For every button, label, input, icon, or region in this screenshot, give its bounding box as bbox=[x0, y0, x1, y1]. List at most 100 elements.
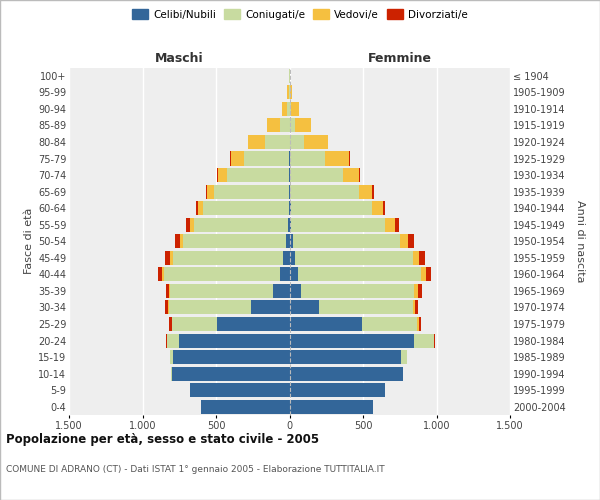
Bar bbox=[290, 366, 403, 380]
Bar bbox=[371, 201, 383, 215]
Bar bbox=[415, 284, 418, 298]
Bar bbox=[162, 268, 164, 281]
Bar bbox=[217, 168, 218, 182]
Bar bbox=[413, 300, 415, 314]
Bar bbox=[280, 268, 290, 281]
Bar bbox=[198, 201, 203, 215]
Bar bbox=[385, 218, 395, 232]
Bar bbox=[190, 383, 290, 397]
Bar bbox=[190, 218, 194, 232]
Bar bbox=[265, 135, 290, 149]
Bar bbox=[359, 184, 373, 198]
Bar bbox=[434, 334, 435, 347]
Bar bbox=[179, 334, 290, 347]
Bar bbox=[290, 300, 319, 314]
Bar bbox=[373, 184, 374, 198]
Bar bbox=[230, 152, 244, 166]
Bar bbox=[418, 284, 422, 298]
Bar bbox=[290, 350, 401, 364]
Bar bbox=[227, 168, 289, 182]
Bar bbox=[362, 317, 418, 331]
Bar bbox=[298, 268, 421, 281]
Bar bbox=[166, 284, 169, 298]
Bar bbox=[325, 152, 349, 166]
Bar bbox=[172, 317, 217, 331]
Bar bbox=[290, 118, 295, 132]
Bar bbox=[169, 284, 170, 298]
Bar bbox=[158, 268, 162, 281]
Bar bbox=[218, 168, 227, 182]
Bar bbox=[415, 334, 434, 347]
Bar bbox=[418, 317, 419, 331]
Bar bbox=[286, 234, 290, 248]
Bar bbox=[291, 218, 385, 232]
Text: Maschi: Maschi bbox=[155, 52, 203, 65]
Y-axis label: Fasce di età: Fasce di età bbox=[23, 208, 34, 274]
Bar bbox=[288, 218, 290, 232]
Bar bbox=[290, 317, 362, 331]
Y-axis label: Anni di nascita: Anni di nascita bbox=[575, 200, 585, 282]
Bar bbox=[172, 366, 290, 380]
Bar bbox=[291, 102, 299, 116]
Bar bbox=[187, 218, 190, 232]
Bar bbox=[289, 201, 290, 215]
Bar bbox=[203, 201, 289, 215]
Bar bbox=[274, 284, 290, 298]
Bar bbox=[214, 184, 289, 198]
Bar bbox=[166, 300, 169, 314]
Bar bbox=[383, 201, 385, 215]
Text: Femmine: Femmine bbox=[368, 52, 432, 65]
Text: COMUNE DI ADRANO (CT) - Dati ISTAT 1° gennaio 2005 - Elaborazione TUTTITALIA.IT: COMUNE DI ADRANO (CT) - Dati ISTAT 1° ge… bbox=[6, 465, 385, 474]
Bar bbox=[413, 251, 419, 265]
Bar bbox=[290, 152, 325, 166]
Bar bbox=[170, 350, 173, 364]
Bar bbox=[169, 300, 251, 314]
Bar bbox=[290, 86, 292, 100]
Bar bbox=[173, 251, 283, 265]
Bar bbox=[295, 118, 311, 132]
Bar bbox=[280, 118, 290, 132]
Bar bbox=[179, 234, 183, 248]
Bar bbox=[401, 350, 407, 364]
Bar bbox=[426, 268, 431, 281]
Bar bbox=[283, 251, 290, 265]
Bar bbox=[301, 284, 415, 298]
Bar bbox=[290, 268, 298, 281]
Bar bbox=[217, 317, 290, 331]
Bar bbox=[251, 300, 290, 314]
Bar bbox=[208, 184, 214, 198]
Bar bbox=[290, 383, 385, 397]
Bar bbox=[287, 102, 290, 116]
Bar bbox=[171, 366, 172, 380]
Bar bbox=[419, 317, 421, 331]
Bar bbox=[282, 102, 287, 116]
Bar bbox=[183, 234, 286, 248]
Bar bbox=[170, 251, 173, 265]
Bar bbox=[290, 251, 295, 265]
Bar bbox=[290, 201, 371, 215]
Bar bbox=[295, 251, 413, 265]
Bar bbox=[170, 284, 274, 298]
Bar bbox=[248, 135, 265, 149]
Bar bbox=[421, 268, 426, 281]
Bar bbox=[194, 218, 288, 232]
Bar bbox=[400, 234, 408, 248]
Bar bbox=[202, 400, 290, 414]
Bar bbox=[244, 152, 289, 166]
Bar bbox=[165, 251, 170, 265]
Bar bbox=[293, 234, 400, 248]
Bar bbox=[173, 350, 290, 364]
Bar bbox=[343, 168, 359, 182]
Bar bbox=[167, 334, 179, 347]
Bar bbox=[166, 334, 167, 347]
Bar bbox=[290, 135, 304, 149]
Bar bbox=[290, 334, 415, 347]
Legend: Celibi/Nubili, Coniugati/e, Vedovi/e, Divorziati/e: Celibi/Nubili, Coniugati/e, Vedovi/e, Di… bbox=[128, 5, 472, 24]
Bar bbox=[408, 234, 415, 248]
Bar bbox=[290, 400, 373, 414]
Bar bbox=[290, 218, 291, 232]
Text: Popolazione per età, sesso e stato civile - 2005: Popolazione per età, sesso e stato civil… bbox=[6, 432, 319, 446]
Bar bbox=[164, 268, 280, 281]
Bar bbox=[196, 201, 198, 215]
Bar bbox=[415, 300, 418, 314]
